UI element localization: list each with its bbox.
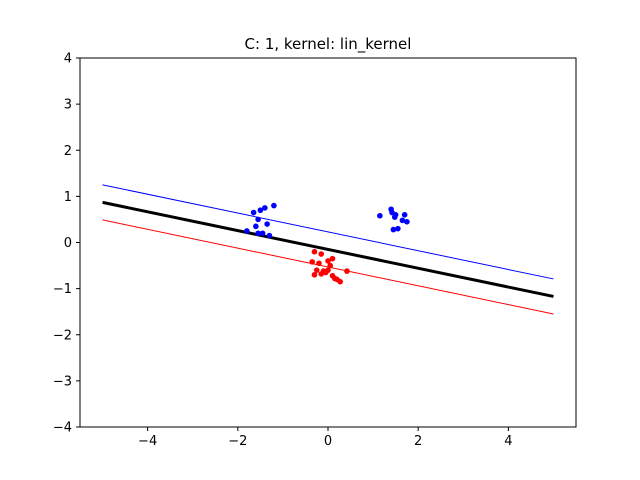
data-point-series-1-12 [311, 271, 318, 278]
data-point-series-0-18 [404, 218, 410, 225]
data-point-series-0-1 [257, 207, 264, 214]
x-tick-label--4: −4 [138, 434, 157, 449]
data-point-series-0-20 [390, 226, 397, 233]
data-point-series-1-1 [318, 251, 325, 257]
x-tick-label-4: 4 [504, 434, 512, 449]
data-point-series-0-15 [391, 214, 398, 220]
axes: −4 −2 0 2 4 −4 −3 −2 −1 0 1 2 3 4 [53, 52, 577, 449]
y-tick-label--2: −2 [53, 328, 72, 343]
data-point-series-1-17 [344, 268, 350, 274]
data-point-series-1-3 [309, 259, 316, 265]
y-tick-label-1: 1 [64, 190, 72, 205]
data-point-series-1-11 [318, 271, 325, 277]
data-point-series-1-6 [327, 262, 334, 269]
data-point-series-0-11 [377, 212, 383, 219]
data-point-series-1-2 [329, 255, 336, 262]
y-tick-label--1: −1 [53, 282, 72, 297]
data-point-series-1-16 [337, 278, 343, 285]
chart-title: C: 1, kernel: lin_kernel [245, 35, 412, 54]
data-point-series-1-4 [316, 260, 322, 267]
data-point-series-0-17 [399, 217, 406, 224]
x-tick-label--2: −2 [228, 434, 247, 449]
plot-area [102, 184, 554, 315]
data-point-series-1-10 [322, 269, 329, 276]
data-point-series-1-0 [311, 248, 318, 255]
y-tick-label--3: −3 [53, 374, 72, 389]
y-tick-label-0: 0 [64, 236, 72, 251]
margin-positive-line [102, 184, 554, 280]
data-point-series-0-0 [250, 209, 257, 216]
data-point-series-0-3 [271, 202, 277, 209]
data-point-series-0-2 [262, 205, 268, 211]
data-point-series-0-9 [255, 230, 261, 237]
data-point-series-0-16 [401, 212, 408, 218]
data-point-series-0-6 [253, 223, 259, 230]
y-tick-label-4: 4 [64, 52, 72, 67]
x-tick-label-0: 0 [324, 434, 332, 449]
data-point-series-0-7 [259, 230, 266, 237]
decision-boundary-line [102, 200, 554, 298]
axes-frame [79, 57, 577, 428]
data-point-series-1-7 [313, 267, 320, 273]
x-tick-label-2: 2 [414, 434, 422, 449]
data-point-series-0-4 [255, 216, 261, 223]
data-point-series-0-5 [264, 221, 270, 227]
data-point-series-0-19 [395, 225, 401, 232]
y-tick-label-2: 2 [64, 144, 72, 159]
data-point-series-0-8 [244, 228, 250, 234]
y-tick-label--4: −4 [53, 421, 72, 436]
data-point-series-0-10 [266, 232, 273, 239]
y-tick-label-3: 3 [64, 98, 72, 113]
data-point-series-1-5 [325, 258, 331, 264]
